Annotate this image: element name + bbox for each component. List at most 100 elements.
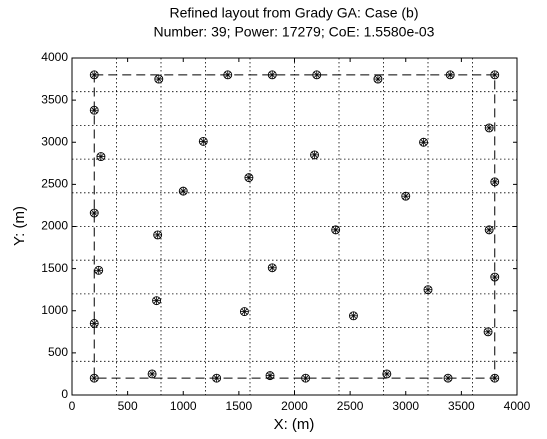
turbine-marker [239, 307, 249, 317]
marker-spoke [154, 231, 161, 239]
marker-spoke [91, 375, 98, 382]
y-tick-label: 1500 [41, 261, 68, 275]
marker-spoke [91, 320, 98, 327]
y-axis-label: Y: (m) [11, 206, 28, 246]
turbine-marker [310, 150, 319, 160]
marker-spoke [97, 153, 105, 160]
x-tick-label: 500 [118, 399, 138, 413]
marker-spoke [224, 71, 231, 78]
turbine-marker [267, 70, 277, 80]
marker-spoke [311, 151, 318, 158]
y-tick-label: 1000 [41, 303, 68, 317]
marker-spoke [91, 71, 98, 78]
marker-spoke [447, 71, 454, 78]
marker-spoke [374, 75, 382, 83]
y-tick-label: 2500 [41, 177, 68, 191]
marker-spoke [91, 209, 98, 217]
marker-spoke [148, 370, 156, 378]
marker-spoke [350, 312, 357, 319]
turbine-marker [152, 296, 162, 306]
turbine-marker [89, 105, 99, 115]
turbine-marker [419, 137, 428, 147]
turbine-marker [212, 373, 222, 383]
marker-spoke [486, 226, 493, 233]
chart-subtitle: Number: 39; Power: 17279; CoE: 1.5580e-0… [154, 24, 435, 40]
x-axis-label: X: (m) [274, 416, 315, 433]
turbine-marker [153, 230, 163, 240]
turbine-marker [267, 263, 277, 273]
boundary [93, 74, 496, 379]
marker-spoke [269, 264, 276, 271]
marker-spoke [241, 308, 248, 315]
y-tick-label: 3500 [41, 92, 68, 106]
x-tick-label: 2500 [337, 399, 364, 413]
marker-spoke [180, 188, 187, 195]
x-tick-label: 0 [69, 399, 76, 413]
marker-spoke [491, 273, 498, 281]
turbine-marker [89, 70, 99, 80]
marker-spoke [402, 193, 409, 200]
marker-spoke [491, 375, 498, 382]
x-tick-label: 3500 [448, 399, 475, 413]
marker-spoke [484, 328, 492, 335]
y-tick-label: 500 [48, 345, 68, 359]
turbine-marker [301, 373, 311, 383]
turbine-marker [154, 74, 164, 84]
marker-spoke [491, 178, 498, 185]
marker-spoke [302, 375, 309, 382]
marker-spoke [444, 375, 452, 382]
chart-title: Refined layout from Grady GA: Case (b) [170, 5, 419, 21]
turbine-marker [331, 225, 341, 235]
x-tick-label: 3000 [392, 399, 419, 413]
marker-spoke [266, 372, 274, 379]
y-tick-label: 0 [61, 387, 68, 401]
marker-spoke [200, 138, 207, 145]
turbine-marker [490, 272, 500, 282]
turbine-marker [265, 371, 275, 381]
turbine-marker [96, 152, 106, 162]
turbine-marker [490, 177, 500, 187]
turbine-marker [244, 173, 254, 183]
x-tick-label: 4000 [504, 399, 531, 413]
turbine-marker [483, 327, 493, 337]
turbine-marker [223, 70, 233, 80]
marker-spoke [486, 124, 493, 132]
y-tick-label: 2000 [41, 219, 68, 233]
y-tick-label: 4000 [41, 50, 68, 64]
marker-spoke [153, 297, 160, 304]
turbine-marker [94, 265, 104, 275]
turbine-marker [198, 136, 208, 146]
turbine-marker [89, 208, 99, 218]
marker-spoke [383, 370, 390, 378]
turbine-marker [484, 225, 494, 235]
turbine-marker [490, 373, 500, 383]
turbine-marker [349, 311, 358, 321]
turbine-marker [423, 285, 433, 295]
turbine-marker [443, 373, 453, 383]
turbine-marker [490, 70, 500, 80]
marker-spoke [424, 286, 432, 293]
marker-spoke [420, 139, 427, 146]
x-tick-label: 1500 [226, 399, 253, 413]
turbine-marker [445, 70, 455, 80]
x-tick-label: 2000 [281, 399, 308, 413]
marker-spoke [91, 107, 98, 114]
turbine-marker [312, 70, 322, 80]
y-tick-label: 3000 [41, 134, 68, 148]
marker-spoke [213, 375, 220, 382]
marker-spoke [155, 75, 162, 83]
turbine-marker [401, 191, 411, 201]
marker-spoke [313, 71, 320, 78]
turbine-marker [147, 369, 157, 379]
marker-spoke [491, 71, 498, 78]
x-tick-label: 1000 [170, 399, 197, 413]
marker-spoke [95, 267, 102, 274]
turbine-marker [89, 373, 99, 383]
turbine-marker [382, 369, 392, 379]
marker-spoke [269, 71, 276, 78]
turbine-marker [178, 186, 188, 196]
turbine-marker [484, 123, 494, 133]
turbine-marker [89, 318, 99, 328]
turbine-marker [373, 74, 383, 84]
